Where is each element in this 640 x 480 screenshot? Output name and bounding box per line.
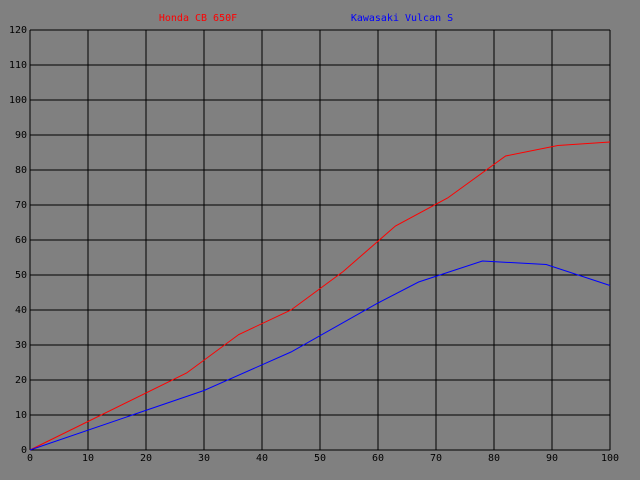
y-tick-label: 50 xyxy=(15,270,27,281)
x-tick-label: 100 xyxy=(601,453,619,464)
x-tick-label: 80 xyxy=(488,453,500,464)
y-tick-label: 10 xyxy=(15,410,27,421)
y-tick-label: 60 xyxy=(15,235,27,246)
y-tick-label: 70 xyxy=(15,200,27,211)
x-tick-label: 70 xyxy=(430,453,442,464)
y-tick-label: 90 xyxy=(15,130,27,141)
y-tick-label: 40 xyxy=(15,305,27,316)
x-tick-label: 90 xyxy=(546,453,558,464)
x-tick-label: 60 xyxy=(372,453,384,464)
legend-label: Honda CB 650F xyxy=(159,13,237,24)
x-tick-label: 20 xyxy=(140,453,152,464)
series-line xyxy=(29,141,611,451)
series-line xyxy=(29,260,611,451)
x-tick-label: 50 xyxy=(314,453,326,464)
legend-label: Kawasaki Vulcan S xyxy=(351,13,453,24)
y-tick-label: 80 xyxy=(15,165,27,176)
y-tick-label: 20 xyxy=(15,375,27,386)
y-tick-label: 30 xyxy=(15,340,27,351)
y-tick-label: 110 xyxy=(9,60,27,71)
x-tick-label: 0 xyxy=(27,453,33,464)
y-tick-label: 120 xyxy=(9,25,27,36)
x-tick-label: 30 xyxy=(198,453,210,464)
y-tick-label: 100 xyxy=(9,95,27,106)
y-tick-label: 0 xyxy=(21,445,27,456)
x-tick-label: 40 xyxy=(256,453,268,464)
x-tick-label: 10 xyxy=(82,453,94,464)
